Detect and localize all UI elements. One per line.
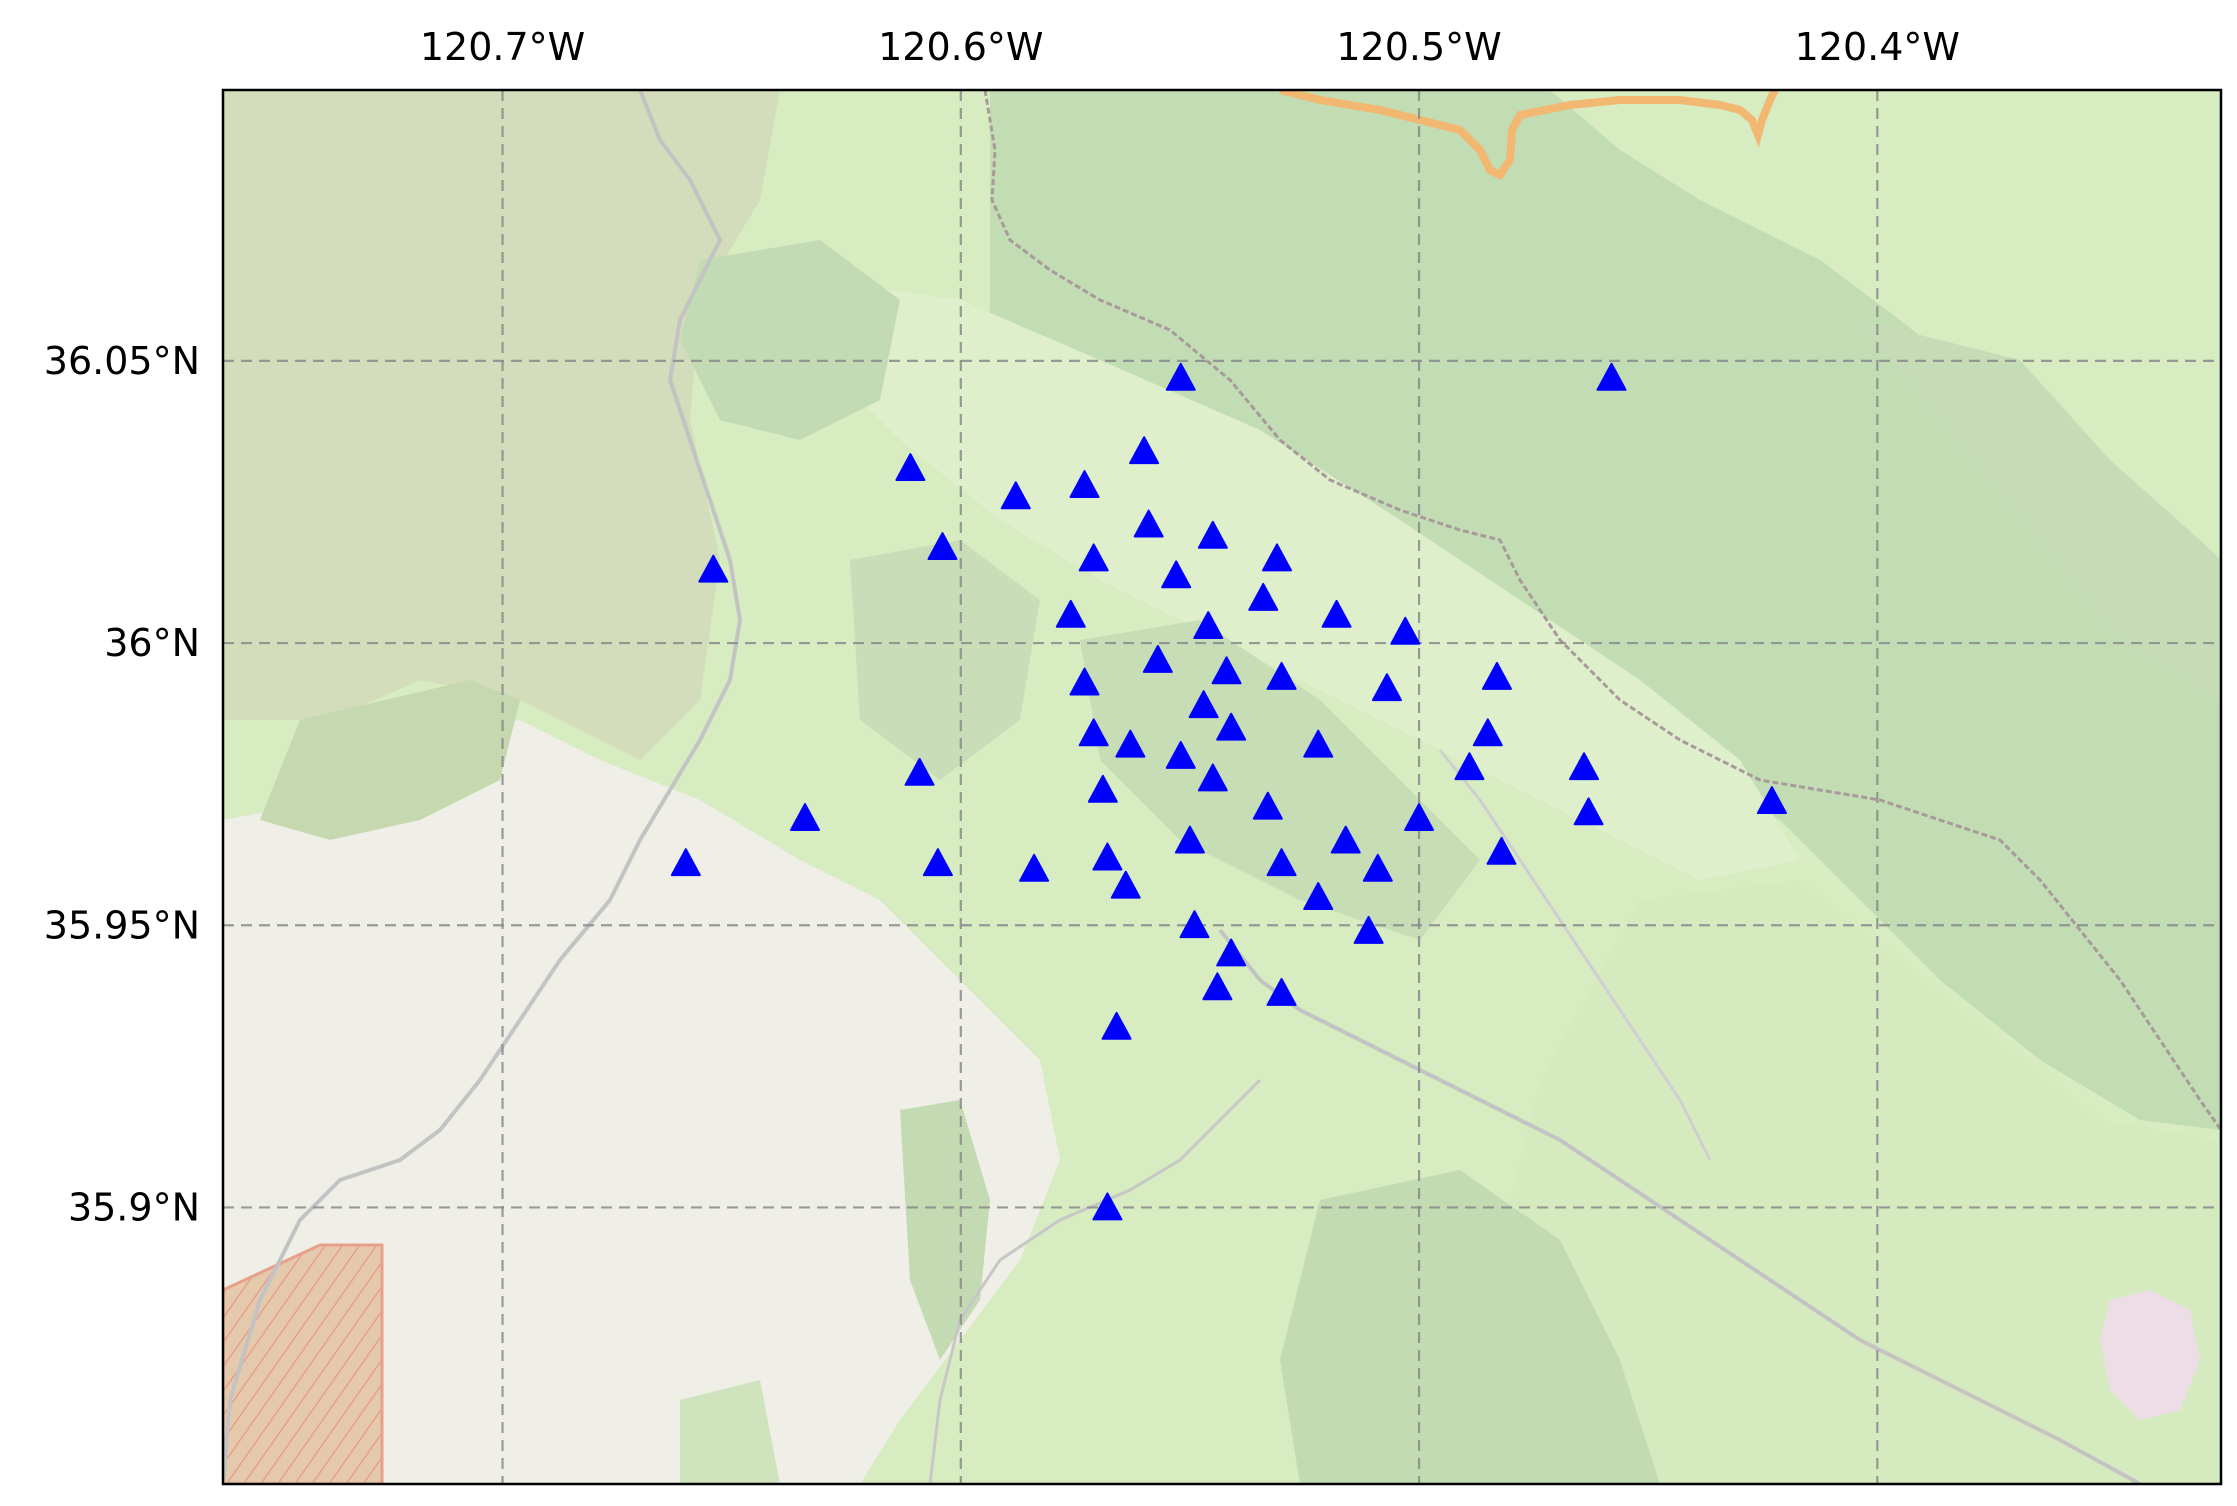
station-marker-triangle[interactable]: [1216, 938, 1247, 967]
latitude-tick-label: 35.95°N: [44, 903, 200, 947]
station-marker-triangle[interactable]: [1362, 853, 1393, 882]
graticule: [223, 90, 2221, 1484]
pale-green-southeast: [1500, 880, 2221, 1484]
station-marker-triangle[interactable]: [1248, 582, 1279, 611]
station-marker-triangle[interactable]: [1142, 645, 1173, 673]
map-frame: [221, 88, 2223, 1486]
station-marker-triangle[interactable]: [1454, 752, 1485, 781]
forest-patch-central: [850, 540, 1040, 780]
forest-south: [1280, 1170, 1660, 1484]
forest-patch-east: [1860, 320, 2221, 700]
station-marker-triangle[interactable]: [1321, 599, 1352, 628]
basemap-tiles: [223, 90, 2221, 1484]
station-marker-triangle[interactable]: [1000, 481, 1031, 510]
station-marker-triangle[interactable]: [1266, 848, 1297, 877]
station-marker-triangle[interactable]: [1019, 853, 1050, 882]
station-marker-triangle[interactable]: [1303, 729, 1334, 758]
road-southeast: [1218, 928, 2141, 1484]
station-marker-triangle[interactable]: [1202, 972, 1233, 1001]
station-marker-triangle[interactable]: [1069, 470, 1100, 498]
green-strip-south: [900, 1100, 990, 1360]
station-marker-triangle[interactable]: [904, 757, 935, 786]
station-marker-triangle[interactable]: [1129, 436, 1160, 465]
road-west: [223, 90, 743, 1484]
station-marker-triangle[interactable]: [1055, 599, 1086, 628]
restricted-area: [223, 1243, 384, 1484]
station-marker-triangle[interactable]: [1087, 774, 1118, 803]
station-marker-triangle[interactable]: [1161, 560, 1192, 589]
station-marker-triangle[interactable]: [789, 803, 820, 831]
forest-patch-north: [680, 240, 900, 440]
station-marker-triangle[interactable]: [1756, 786, 1787, 815]
station-marker-triangle[interactable]: [1193, 611, 1224, 640]
station-marker-triangle[interactable]: [1390, 616, 1421, 645]
station-marker-triangle[interactable]: [1252, 791, 1283, 820]
station-marker-triangle[interactable]: [1216, 712, 1247, 741]
station-marker-triangle[interactable]: [1266, 661, 1297, 690]
station-marker-triangle[interactable]: [1569, 752, 1600, 781]
station-marker-triangle[interactable]: [1481, 661, 1512, 690]
station-marker-triangle[interactable]: [895, 453, 926, 482]
station-marker-triangle[interactable]: [1115, 729, 1146, 758]
road-track: [1438, 749, 1712, 1161]
longitude-tick-label: 120.7°W: [420, 25, 585, 69]
station-marker-triangle[interactable]: [1211, 656, 1242, 685]
station-marker-triangle[interactable]: [1404, 803, 1435, 831]
station-marker-triangle[interactable]: [1165, 362, 1196, 391]
station-marker-triangle[interactable]: [1197, 520, 1228, 549]
road-south: [928, 1078, 1262, 1484]
station-marker-triangle[interactable]: [1133, 509, 1164, 538]
latitude-labels: 36.05°N 36°N 35.95°N 35.9°N: [44, 339, 200, 1230]
station-marker-triangle[interactable]: [1353, 915, 1384, 944]
longitude-tick-label: 120.4°W: [1795, 25, 1960, 69]
station-marker-triangle[interactable]: [1078, 543, 1109, 572]
longitude-labels: 120.7°W 120.6°W 120.5°W 120.4°W: [420, 25, 1960, 69]
station-marker-triangle[interactable]: [1596, 362, 1627, 391]
station-marker-triangle[interactable]: [698, 554, 729, 583]
station-marker-triangle[interactable]: [1330, 825, 1361, 854]
valley-band: [820, 280, 1800, 880]
station-marker-triangle[interactable]: [1165, 740, 1196, 769]
station-markers: [670, 362, 1787, 1221]
station-marker-triangle[interactable]: [1573, 797, 1604, 826]
station-marker-triangle[interactable]: [1188, 690, 1219, 719]
pale-green-northeast: [1740, 90, 2221, 520]
urban-patch: [2100, 1290, 2200, 1420]
latitude-tick-label: 36°N: [104, 621, 200, 665]
administrative-boundary: [983, 90, 2221, 1131]
station-marker-triangle[interactable]: [1101, 1011, 1132, 1040]
station-marker-triangle[interactable]: [922, 848, 953, 877]
station-marker-triangle[interactable]: [670, 848, 701, 877]
longitude-tick-label: 120.5°W: [1336, 25, 1501, 69]
station-marker-triangle[interactable]: [1266, 977, 1297, 1006]
station-marker-triangle[interactable]: [1197, 763, 1228, 792]
station-marker-triangle[interactable]: [1261, 543, 1292, 572]
longitude-tick-label: 120.6°W: [878, 25, 1043, 69]
station-marker-triangle[interactable]: [1092, 842, 1123, 871]
highway: [1279, 90, 1779, 181]
station-marker-triangle[interactable]: [1110, 870, 1141, 899]
station-marker-triangle[interactable]: [1179, 910, 1210, 939]
green-lobe-west: [260, 680, 520, 840]
latitude-tick-label: 35.9°N: [68, 1185, 200, 1229]
bare-ground-southwest: [223, 720, 1060, 1484]
station-marker-triangle[interactable]: [1092, 1192, 1123, 1221]
green-patch-southwest: [680, 1380, 780, 1484]
latitude-tick-label: 36.05°N: [44, 339, 200, 383]
station-marker-triangle[interactable]: [1303, 882, 1334, 910]
station-marker-triangle[interactable]: [1069, 667, 1100, 696]
station-marker-triangle[interactable]: [1472, 718, 1503, 747]
station-marker-triangle[interactable]: [1078, 718, 1109, 747]
station-marker-triangle[interactable]: [1174, 825, 1205, 854]
station-marker-triangle[interactable]: [927, 532, 958, 561]
station-marker-triangle[interactable]: [1486, 836, 1517, 865]
station-marker-triangle[interactable]: [1371, 673, 1402, 702]
